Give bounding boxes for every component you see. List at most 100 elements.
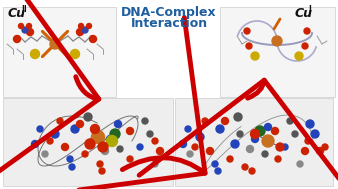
Circle shape	[295, 52, 303, 60]
Circle shape	[250, 129, 260, 139]
Circle shape	[311, 130, 319, 138]
Circle shape	[76, 29, 83, 36]
Circle shape	[231, 140, 239, 148]
Circle shape	[14, 36, 21, 43]
Circle shape	[255, 126, 265, 136]
Circle shape	[84, 113, 92, 121]
Circle shape	[215, 168, 221, 174]
Circle shape	[30, 50, 40, 59]
Circle shape	[92, 130, 104, 143]
Text: Cu: Cu	[295, 7, 313, 20]
Circle shape	[50, 39, 60, 49]
Circle shape	[106, 136, 114, 143]
Circle shape	[242, 164, 248, 170]
Circle shape	[234, 113, 242, 121]
Text: Cu: Cu	[8, 7, 26, 20]
Circle shape	[87, 23, 92, 29]
Circle shape	[85, 139, 95, 149]
Circle shape	[92, 128, 98, 134]
Circle shape	[152, 161, 158, 167]
Circle shape	[227, 156, 233, 162]
Circle shape	[126, 128, 134, 135]
Circle shape	[207, 147, 214, 154]
Circle shape	[26, 29, 33, 36]
Circle shape	[42, 151, 48, 157]
Circle shape	[322, 144, 328, 150]
Circle shape	[292, 131, 298, 137]
Circle shape	[22, 27, 28, 33]
Circle shape	[237, 131, 243, 137]
Circle shape	[31, 140, 39, 147]
Text: II: II	[21, 5, 27, 14]
Circle shape	[202, 118, 208, 124]
Circle shape	[67, 156, 73, 162]
Circle shape	[106, 136, 118, 146]
Circle shape	[90, 36, 97, 43]
Circle shape	[91, 125, 99, 133]
Circle shape	[246, 43, 252, 49]
Circle shape	[115, 121, 121, 128]
Circle shape	[86, 140, 94, 148]
Circle shape	[117, 146, 123, 152]
Circle shape	[212, 161, 218, 167]
Circle shape	[192, 144, 198, 150]
Circle shape	[127, 156, 133, 162]
Circle shape	[76, 121, 83, 128]
Circle shape	[152, 138, 158, 144]
Circle shape	[297, 161, 303, 167]
FancyBboxPatch shape	[3, 7, 116, 97]
Circle shape	[305, 138, 311, 144]
Circle shape	[275, 156, 281, 162]
Circle shape	[301, 147, 309, 154]
FancyBboxPatch shape	[220, 7, 335, 97]
Circle shape	[251, 52, 259, 60]
Circle shape	[179, 140, 187, 147]
Circle shape	[304, 28, 310, 34]
Circle shape	[26, 23, 31, 29]
Circle shape	[262, 135, 274, 147]
Text: I: I	[308, 5, 311, 14]
Circle shape	[98, 142, 108, 152]
Circle shape	[82, 27, 88, 33]
Circle shape	[71, 50, 79, 59]
Circle shape	[196, 133, 204, 141]
Circle shape	[51, 130, 59, 138]
Circle shape	[302, 43, 308, 49]
Circle shape	[265, 123, 271, 130]
Circle shape	[185, 126, 191, 132]
Text: Interaction: Interaction	[130, 17, 208, 30]
Circle shape	[78, 23, 83, 29]
Circle shape	[19, 23, 24, 29]
Circle shape	[147, 131, 153, 137]
Circle shape	[47, 138, 53, 144]
Circle shape	[62, 143, 69, 150]
Circle shape	[249, 168, 255, 174]
Circle shape	[282, 144, 288, 150]
Circle shape	[306, 120, 314, 128]
Text: DNA-Complex: DNA-Complex	[121, 6, 217, 19]
Circle shape	[37, 126, 43, 132]
Circle shape	[156, 147, 164, 154]
Circle shape	[316, 147, 323, 154]
FancyBboxPatch shape	[3, 98, 173, 186]
Circle shape	[216, 125, 224, 133]
Circle shape	[71, 125, 79, 133]
Circle shape	[69, 164, 75, 170]
Circle shape	[221, 118, 228, 125]
Circle shape	[142, 118, 148, 124]
Circle shape	[99, 168, 105, 174]
FancyBboxPatch shape	[175, 98, 333, 186]
Circle shape	[110, 129, 120, 139]
Circle shape	[244, 28, 250, 34]
Circle shape	[272, 36, 282, 46]
Circle shape	[101, 147, 108, 154]
Circle shape	[187, 151, 193, 157]
Circle shape	[82, 151, 88, 157]
Circle shape	[97, 161, 103, 167]
Circle shape	[276, 143, 284, 151]
Circle shape	[57, 118, 63, 124]
Circle shape	[271, 128, 279, 135]
Circle shape	[137, 144, 143, 150]
Circle shape	[262, 151, 268, 157]
Circle shape	[287, 118, 293, 124]
